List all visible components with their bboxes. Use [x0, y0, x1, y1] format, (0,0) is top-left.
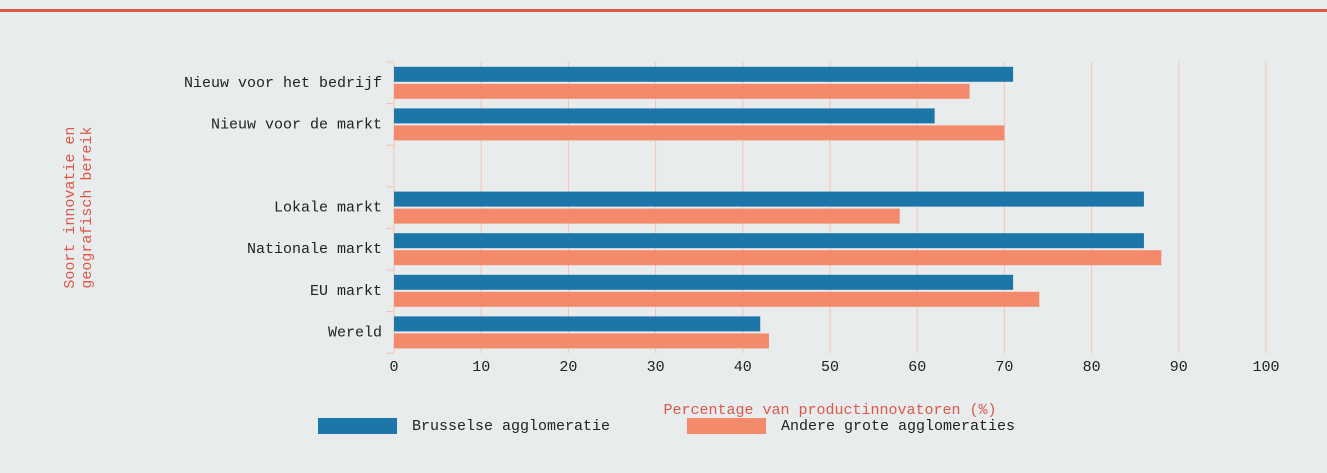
y-axis-title: geografisch bereik [79, 127, 96, 289]
top-rule [0, 9, 1327, 12]
y-tick-label: Wereld [328, 324, 382, 341]
bar [394, 316, 761, 332]
bar [394, 125, 1005, 141]
y-tick-label: EU markt [310, 283, 382, 300]
legend-label: Andere grote agglomeraties [781, 418, 1015, 435]
bar [394, 108, 935, 124]
bar [394, 250, 1162, 266]
bar [394, 191, 1144, 207]
legend-label: Brusselse agglomeratie [412, 418, 610, 435]
bar [394, 333, 769, 349]
x-axis-title: Percentage van productinnovatoren (%) [663, 402, 996, 419]
bar [394, 83, 970, 99]
bar [394, 291, 1040, 307]
y-tick-label: Nieuw voor het bedrijf [184, 75, 382, 92]
x-tick-label: 80 [1083, 359, 1101, 376]
bar [394, 274, 1014, 290]
x-tick-label: 10 [472, 359, 490, 376]
x-tick-label: 30 [647, 359, 665, 376]
x-tick-label: 90 [1170, 359, 1188, 376]
x-tick-label: 60 [908, 359, 926, 376]
bar [394, 208, 900, 224]
legend-swatch [318, 418, 397, 434]
x-tick-label: 40 [734, 359, 752, 376]
y-tick-label: Nationale markt [247, 241, 382, 258]
x-tick-label: 50 [821, 359, 839, 376]
legend-swatch [687, 418, 766, 434]
bar [394, 233, 1144, 249]
x-tick-label: 100 [1252, 359, 1279, 376]
y-tick-label: Lokale markt [274, 200, 382, 217]
y-axis-title: Soort innovatie en [62, 127, 79, 289]
y-tick-label: Nieuw voor de markt [211, 116, 382, 133]
x-tick-label: 0 [389, 359, 398, 376]
bar [394, 66, 1014, 82]
x-tick-label: 70 [995, 359, 1013, 376]
x-tick-label: 20 [559, 359, 577, 376]
